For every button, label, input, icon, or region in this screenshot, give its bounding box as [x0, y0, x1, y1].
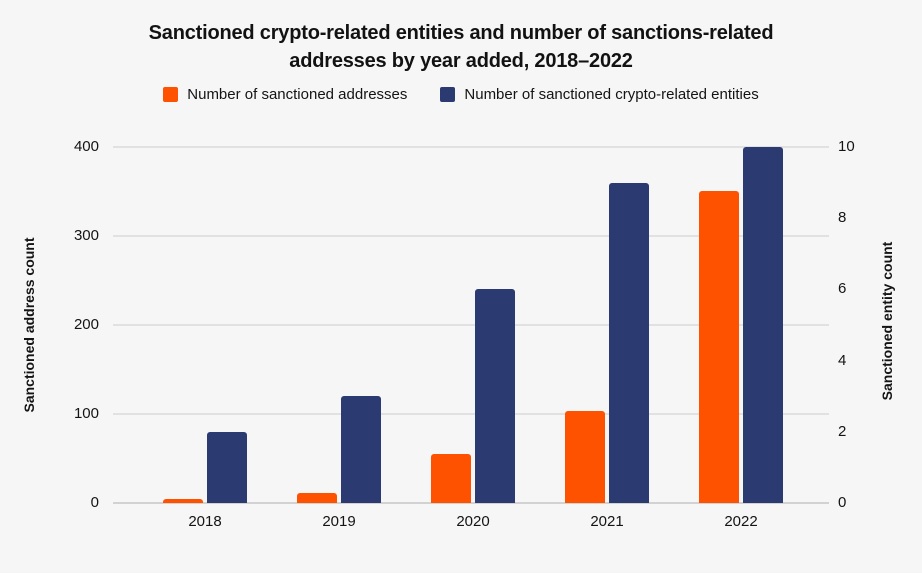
bar-entities-2020 — [475, 289, 515, 503]
legend-label-entities: Number of sanctioned crypto-related enti… — [464, 86, 759, 103]
left-axis-tick-0: 0 — [90, 494, 99, 511]
gridline-300 — [113, 235, 829, 237]
bar-entities-2019 — [341, 396, 381, 503]
x-axis-label-2021: 2021 — [590, 513, 624, 530]
bar-addresses-2020 — [431, 454, 471, 503]
bar-entities-2018 — [207, 432, 247, 503]
bar-addresses-2021 — [565, 411, 605, 503]
bottom-white-strip — [0, 573, 922, 579]
right-axis-tick-2: 2 — [838, 423, 847, 440]
gridline-100 — [113, 413, 829, 415]
right-axis-tick-4: 4 — [838, 352, 847, 369]
x-axis-label-2020: 2020 — [456, 513, 490, 530]
chart-title-line-1: Sanctioned crypto-related entities and n… — [148, 22, 774, 44]
legend-swatch-entities — [440, 87, 456, 102]
legend-swatch-addresses — [163, 87, 179, 102]
right-axis-tick-8: 8 — [838, 209, 847, 226]
right-axis-title: Sanctioned entity count — [879, 241, 895, 401]
left-axis-title: Sanctioned address count — [21, 237, 37, 413]
left-axis-tick-400: 400 — [73, 138, 99, 155]
x-axis-label-2022: 2022 — [724, 513, 758, 530]
bar-addresses-2022 — [699, 191, 739, 503]
x-axis-label-2018: 2018 — [188, 513, 222, 530]
gridline-400 — [113, 146, 829, 148]
chart-title-line-2: addresses by year added, 2018–2022 — [289, 50, 633, 72]
legend-item-entities: Number of sanctioned crypto-related enti… — [440, 86, 759, 103]
bar-entities-2022 — [743, 147, 783, 503]
plot-area — [113, 146, 829, 504]
legend-item-addresses: Number of sanctioned addresses — [163, 86, 407, 103]
bar-addresses-2018 — [163, 499, 203, 503]
gridline-200 — [113, 324, 829, 326]
bar-entities-2021 — [609, 183, 649, 503]
left-axis-tick-100: 100 — [73, 405, 99, 422]
left-axis-tick-200: 200 — [73, 316, 99, 333]
x-axis-baseline — [113, 502, 829, 504]
x-axis-label-2019: 2019 — [322, 513, 356, 530]
legend: Number of sanctioned addresses Number of… — [0, 86, 922, 103]
legend-label-addresses: Number of sanctioned addresses — [187, 86, 408, 103]
right-axis-tick-6: 6 — [838, 280, 847, 297]
left-axis-tick-300: 300 — [73, 227, 99, 244]
bar-addresses-2019 — [297, 493, 337, 503]
right-axis-tick-0: 0 — [838, 494, 847, 511]
right-axis-tick-10: 10 — [838, 138, 855, 155]
chart-title: Sanctioned crypto-related entities and n… — [0, 19, 922, 75]
